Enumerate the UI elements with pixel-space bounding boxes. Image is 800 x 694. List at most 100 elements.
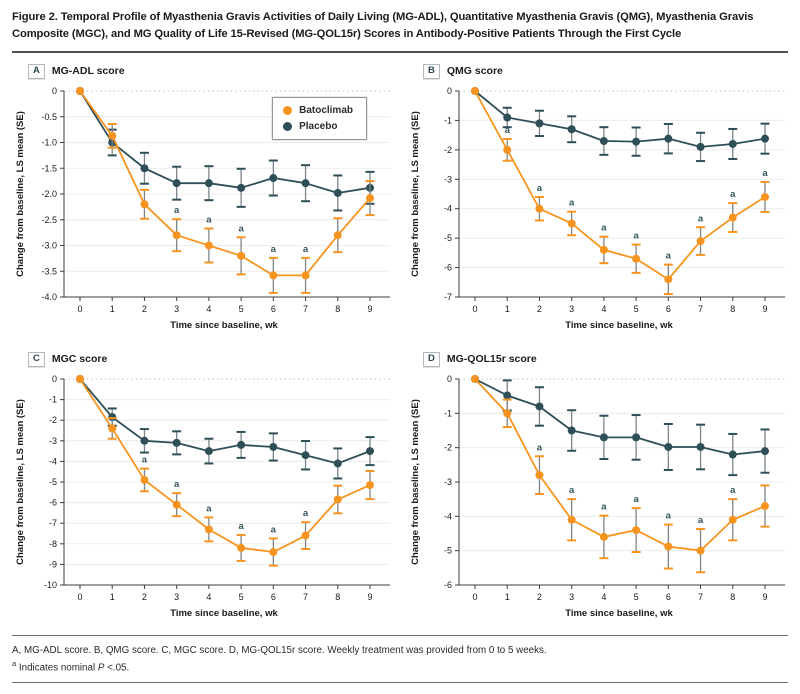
panel-b-chart-wrap: 0 -1 -2 -3 -4 -5 -6 -7 0 1 2 3 4 5 6 7 8 9 Time since base… bbox=[407, 81, 788, 337]
svg-text:0: 0 bbox=[52, 86, 57, 96]
svg-text:0: 0 bbox=[472, 592, 477, 602]
svg-text:-6: -6 bbox=[49, 497, 57, 507]
svg-text:Change from baseline, LS mean: Change from baseline, LS mean (SE) bbox=[410, 399, 421, 565]
panel-c-label: C bbox=[28, 351, 45, 367]
svg-text:5: 5 bbox=[239, 304, 244, 314]
svg-text:a: a bbox=[569, 197, 575, 208]
svg-text:a: a bbox=[698, 515, 704, 526]
svg-text:a: a bbox=[633, 494, 639, 505]
svg-text:a: a bbox=[271, 524, 277, 535]
svg-text:-10: -10 bbox=[44, 580, 57, 590]
chart-mg-adl: 0 -0.5 -1.0 -1.5 -2.0 -2.5 -3.0 -3.5 -4.0 0 1 2 3 4 5 6… bbox=[15, 86, 390, 331]
svg-text:Time since baseline, wk: Time since baseline, wk bbox=[565, 608, 673, 619]
svg-text:a: a bbox=[238, 521, 244, 532]
legend: Batoclimab Placebo bbox=[272, 96, 367, 140]
svg-text:5: 5 bbox=[634, 304, 639, 314]
svg-text:-4.0: -4.0 bbox=[41, 292, 57, 302]
svg-text:a: a bbox=[537, 183, 543, 194]
svg-text:a: a bbox=[666, 250, 672, 261]
svg-text:Change from baseline, LS mean: Change from baseline, LS mean (SE) bbox=[410, 111, 421, 277]
svg-text:0: 0 bbox=[52, 374, 57, 384]
svg-text:9: 9 bbox=[367, 592, 372, 602]
footer-divider-bottom bbox=[12, 682, 788, 684]
figure-title: Figure 2. Temporal Profile of Myasthenia… bbox=[12, 11, 754, 40]
footer-divider-top bbox=[12, 634, 788, 636]
svg-text:Time since baseline, wk: Time since baseline, wk bbox=[170, 608, 278, 619]
svg-text:0: 0 bbox=[447, 86, 452, 96]
svg-text:a: a bbox=[698, 213, 704, 224]
footnote-sig-post: <.05. bbox=[104, 662, 130, 674]
svg-text:-1: -1 bbox=[444, 115, 452, 125]
svg-text:3: 3 bbox=[174, 592, 179, 602]
svg-text:8: 8 bbox=[335, 592, 340, 602]
svg-text:a: a bbox=[633, 230, 639, 241]
svg-text:2: 2 bbox=[142, 304, 147, 314]
panel-b: B QMG score 0 -1 -2 -3 -4 -5 -6 -7 0 1 2 3 4 5 6 7 8 9 Tim… bbox=[407, 63, 788, 337]
svg-text:-2: -2 bbox=[49, 415, 57, 425]
svg-text:3: 3 bbox=[174, 304, 179, 314]
svg-text:-5: -5 bbox=[444, 233, 452, 243]
svg-text:a: a bbox=[601, 501, 607, 512]
svg-text:a: a bbox=[238, 223, 244, 234]
svg-text:1: 1 bbox=[110, 592, 115, 602]
title-divider bbox=[12, 50, 788, 53]
chart-qmg: 0 -1 -2 -3 -4 -5 -6 -7 0 1 2 3 4 5 6 7 8 9 Time since base… bbox=[410, 86, 785, 331]
svg-text:-3: -3 bbox=[444, 477, 452, 487]
panel-a: A MG-ADL score 0 -0.5 -1.0 -1.5 -2.0 -2.5 -3.0… bbox=[12, 63, 393, 337]
svg-text:-1.0: -1.0 bbox=[41, 137, 57, 147]
svg-text:-3.0: -3.0 bbox=[41, 240, 57, 250]
svg-text:a: a bbox=[174, 205, 180, 216]
footnote-sig-sup: a bbox=[12, 658, 17, 668]
svg-text:6: 6 bbox=[271, 304, 276, 314]
svg-text:-3.5: -3.5 bbox=[41, 266, 57, 276]
svg-text:-5: -5 bbox=[49, 477, 57, 487]
svg-text:3: 3 bbox=[569, 304, 574, 314]
svg-text:-6: -6 bbox=[444, 262, 452, 272]
svg-text:-4: -4 bbox=[49, 456, 57, 466]
svg-text:a: a bbox=[730, 485, 736, 496]
svg-text:0: 0 bbox=[77, 304, 82, 314]
svg-text:a: a bbox=[601, 222, 607, 233]
svg-text:-3: -3 bbox=[49, 435, 57, 445]
panel-a-chart-wrap: 0 -0.5 -1.0 -1.5 -2.0 -2.5 -3.0 -3.5 -4.0 0 1 2 3 4 5 6… bbox=[12, 81, 393, 337]
panel-d-header: D MG-QOL15r score bbox=[423, 351, 788, 368]
svg-text:4: 4 bbox=[601, 304, 606, 314]
svg-text:-1: -1 bbox=[444, 408, 452, 418]
svg-text:2: 2 bbox=[537, 304, 542, 314]
svg-text:4: 4 bbox=[206, 592, 211, 602]
svg-text:5: 5 bbox=[239, 592, 244, 602]
footnote-sig-p: P bbox=[97, 662, 105, 674]
svg-text:9: 9 bbox=[367, 304, 372, 314]
svg-text:0: 0 bbox=[77, 592, 82, 602]
svg-text:4: 4 bbox=[206, 304, 211, 314]
figure-footer: A, MG-ADL score. B, QMG score. C, MGC sc… bbox=[12, 634, 788, 684]
svg-text:-7: -7 bbox=[49, 518, 57, 528]
footnote-line1: A, MG-ADL score. B, QMG score. C, MGC sc… bbox=[12, 644, 547, 656]
svg-text:a: a bbox=[206, 214, 212, 225]
batoclimab-dot-icon bbox=[283, 105, 293, 115]
svg-text:-9: -9 bbox=[49, 559, 57, 569]
panel-d: D MG-QOL15r score 0 -1 -2 -3 -4 -5 -6 0 1 2 3 4 5 6 7 8… bbox=[407, 351, 788, 625]
legend-item-placebo: Placebo bbox=[283, 121, 353, 132]
panel-d-label: D bbox=[423, 351, 440, 367]
svg-text:-2: -2 bbox=[444, 144, 452, 154]
panel-d-chart-wrap: 0 -1 -2 -3 -4 -5 -6 0 1 2 3 4 5 6 7 8 9 Time since baseli… bbox=[407, 369, 788, 625]
panel-c: C MGC score 0 -1 -2 -3 -4 -5 -6 -7 -8 -9 -10 0 1 2 3 4 5… bbox=[12, 351, 393, 625]
svg-text:5: 5 bbox=[634, 592, 639, 602]
svg-text:2: 2 bbox=[537, 592, 542, 602]
svg-text:-6: -6 bbox=[444, 580, 452, 590]
svg-text:-4: -4 bbox=[444, 511, 452, 521]
svg-text:2: 2 bbox=[142, 592, 147, 602]
panel-c-title: MGC score bbox=[51, 353, 108, 366]
svg-text:-5: -5 bbox=[444, 545, 452, 555]
svg-text:7: 7 bbox=[303, 592, 308, 602]
svg-text:-2.0: -2.0 bbox=[41, 189, 57, 199]
panels-grid: A MG-ADL score 0 -0.5 -1.0 -1.5 -2.0 -2.5 -3.0… bbox=[12, 63, 788, 625]
svg-text:Change from baseline, LS mean: Change from baseline, LS mean (SE) bbox=[15, 111, 26, 277]
svg-text:0: 0 bbox=[472, 304, 477, 314]
svg-text:8: 8 bbox=[335, 304, 340, 314]
svg-text:a: a bbox=[303, 508, 309, 519]
svg-text:3: 3 bbox=[569, 592, 574, 602]
svg-text:-7: -7 bbox=[444, 292, 452, 302]
